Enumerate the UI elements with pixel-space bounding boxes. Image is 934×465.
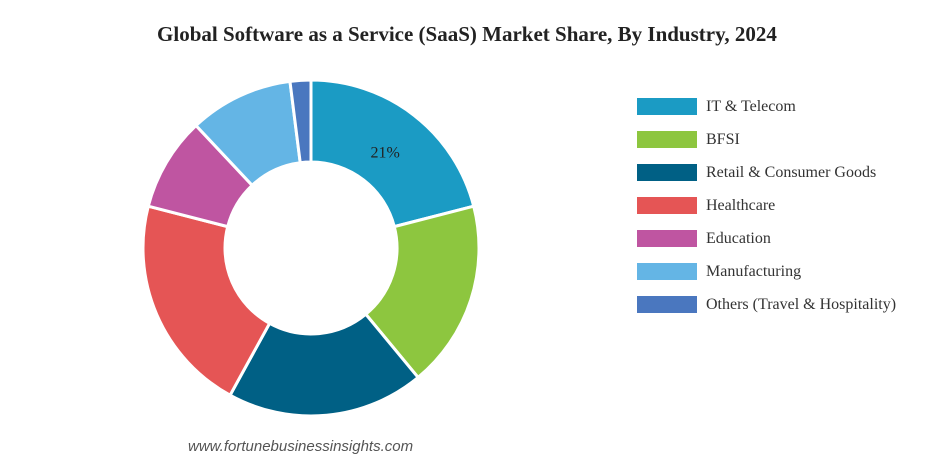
slice-others-travel-hospitality	[288, 78, 313, 165]
legend-label: Healthcare	[706, 196, 776, 214]
legend-label: BFSI	[706, 130, 740, 148]
legend-label: Others (Travel & Hospitality)	[706, 295, 897, 313]
legend-swatch	[637, 98, 697, 115]
legend-item: BFSI	[637, 123, 896, 156]
chart-legend: IT & Telecom BFSI Retail & Consumer Goods H…	[637, 90, 896, 321]
legend-swatch	[637, 263, 697, 280]
legend-item: Healthcare	[637, 189, 896, 222]
legend-label: Education	[706, 229, 771, 247]
source-watermark: www.fortunebusinessinsights.com	[188, 438, 414, 455]
legend-item: Retail & Consumer Goods	[637, 156, 896, 189]
legend-label: Manufacturing	[706, 262, 802, 280]
legend-item: IT & Telecom	[637, 90, 896, 123]
legend-swatch	[637, 164, 697, 181]
slice-bfsi	[363, 204, 481, 380]
legend-item: Others (Travel & Hospitality)	[637, 288, 896, 321]
data-label: 21%	[370, 144, 399, 161]
chart-title: Global Software as a Service (SaaS) Mark…	[157, 22, 777, 46]
legend-swatch	[637, 131, 697, 148]
slice-healthcare	[141, 204, 272, 398]
legend-item: Education	[637, 222, 896, 255]
legend-item: Manufacturing	[637, 255, 896, 288]
legend-swatch	[637, 296, 697, 313]
legend-swatch	[637, 230, 697, 247]
slice-it-telecom	[309, 78, 476, 229]
legend-label: IT & Telecom	[706, 97, 796, 115]
legend-label: Retail & Consumer Goods	[706, 163, 877, 181]
legend-swatch	[637, 197, 697, 214]
slice-retail-consumer-goods	[228, 312, 421, 418]
